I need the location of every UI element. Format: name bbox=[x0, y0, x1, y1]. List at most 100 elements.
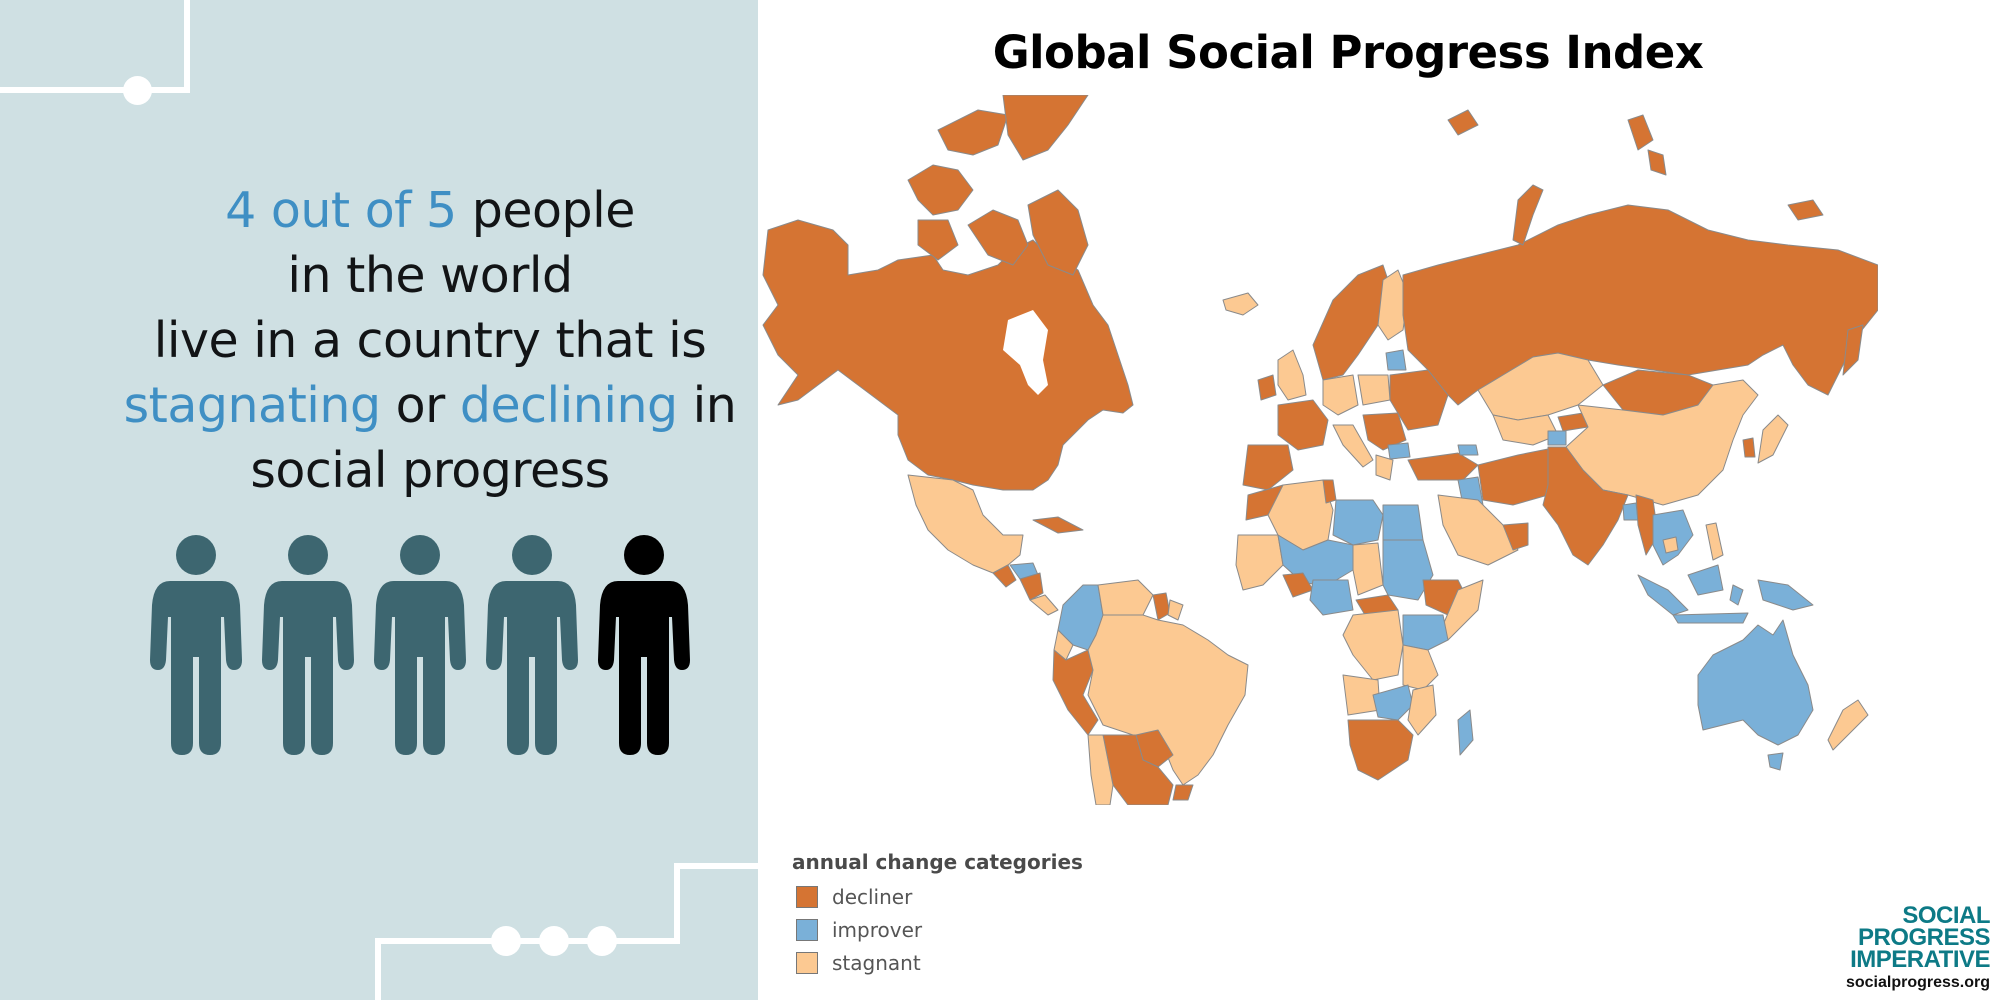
legend-label: decliner bbox=[832, 884, 913, 909]
region-tanzania bbox=[1402, 644, 1439, 691]
region-argentina bbox=[1102, 734, 1174, 805]
region-venezuela bbox=[1097, 579, 1154, 616]
decorative-line bbox=[375, 938, 680, 944]
region-baltics bbox=[1385, 349, 1407, 371]
region-indonesia bbox=[1637, 574, 1689, 616]
region-madagascar bbox=[1457, 709, 1474, 756]
region-tasmania bbox=[1767, 752, 1784, 771]
region-libya bbox=[1332, 499, 1384, 546]
infographic-panel: 4 out of 5 people in the world live in a… bbox=[0, 0, 758, 1000]
decorative-dot bbox=[491, 926, 521, 956]
region-greece bbox=[1375, 454, 1394, 481]
legend-label: improver bbox=[832, 917, 923, 942]
region-congo bbox=[1342, 609, 1404, 681]
region-bangladesh bbox=[1622, 502, 1639, 521]
headline-line-3: live in a country that is bbox=[153, 312, 707, 369]
region-arctic-islands bbox=[907, 164, 974, 216]
region-tajikistan bbox=[1547, 430, 1567, 446]
highlight-declining: declining bbox=[459, 377, 678, 434]
decorative-dot bbox=[123, 76, 152, 105]
region-ireland bbox=[1257, 374, 1277, 401]
headline-line-2: in the world bbox=[287, 247, 573, 304]
legend-item-stagnant: stagnant bbox=[792, 946, 1083, 979]
region-finland bbox=[1377, 269, 1409, 341]
map-legend: annual change categories decliner improv… bbox=[792, 850, 1083, 979]
region-nigeria bbox=[1309, 579, 1354, 616]
logo-line-progress: PROGRESS bbox=[1857, 924, 1991, 951]
map-title: Global Social Progress Index bbox=[992, 26, 1704, 79]
person-icon bbox=[150, 535, 242, 755]
region-sudan bbox=[1382, 539, 1434, 601]
region-papua-new-guinea bbox=[1757, 579, 1814, 611]
region-chile bbox=[1087, 734, 1114, 805]
region-cuba bbox=[1032, 516, 1084, 534]
region-brazil bbox=[1087, 614, 1249, 786]
region-germany bbox=[1322, 374, 1359, 416]
map-panel: Global Social Progress Index bbox=[758, 0, 2000, 1000]
region-chad bbox=[1352, 542, 1384, 596]
world-map bbox=[762, 95, 1878, 805]
highlight-stagnating: stagnating bbox=[123, 377, 381, 434]
headline-text-in: in bbox=[677, 377, 737, 434]
headline-line-4: stagnating or declining in bbox=[0, 373, 758, 438]
region-saudi-arabia bbox=[1437, 494, 1519, 566]
legend-item-improver: improver bbox=[792, 913, 1083, 946]
logo-line-social: SOCIAL bbox=[1902, 902, 1990, 929]
region-france bbox=[1277, 399, 1329, 451]
region-iberia bbox=[1242, 444, 1294, 491]
region-iceland bbox=[1222, 292, 1259, 316]
headline-line-5: social progress bbox=[250, 442, 610, 499]
legend-label: stagnant bbox=[832, 950, 921, 975]
region-mozambique bbox=[1407, 684, 1437, 736]
region-south-korea bbox=[1742, 437, 1756, 458]
decorative-dot bbox=[539, 926, 569, 956]
headline-text-or: or bbox=[380, 377, 460, 434]
person-icon bbox=[374, 535, 466, 755]
decorative-line bbox=[674, 863, 680, 944]
region-somalia bbox=[1442, 579, 1484, 641]
region-peru bbox=[1052, 649, 1099, 736]
region-uk bbox=[1277, 349, 1307, 401]
region-uruguay bbox=[1172, 784, 1194, 801]
region-zambia bbox=[1372, 684, 1414, 721]
legend-swatch-decliner bbox=[796, 885, 818, 908]
legend-item-decliner: decliner bbox=[792, 880, 1083, 913]
people-icons-row bbox=[150, 535, 690, 755]
decorative-dot bbox=[587, 926, 617, 956]
region-guatemala bbox=[992, 564, 1017, 588]
headline-text-people: people bbox=[456, 182, 636, 239]
headline-line-1: 4 out of 5 people bbox=[0, 178, 758, 243]
legend-title: annual change categories bbox=[792, 850, 1083, 874]
logo-line-imperative: IMPERATIVE bbox=[1850, 946, 1990, 973]
decorative-line bbox=[674, 863, 758, 869]
region-oman bbox=[1502, 522, 1529, 551]
legend-swatch-improver bbox=[796, 918, 818, 941]
decorative-line bbox=[184, 0, 190, 93]
region-southern-africa bbox=[1347, 719, 1414, 781]
region-australia bbox=[1697, 619, 1814, 746]
region-philippines bbox=[1705, 522, 1724, 561]
region-west-africa bbox=[1235, 534, 1284, 591]
highlight-4-out-of-5: 4 out of 5 bbox=[225, 182, 457, 239]
region-kenya-uganda bbox=[1402, 614, 1449, 651]
region-mexico bbox=[907, 474, 1024, 574]
region-egypt bbox=[1382, 504, 1424, 541]
region-cambodia bbox=[1662, 536, 1679, 554]
person-icon bbox=[486, 535, 578, 755]
decorative-line bbox=[0, 87, 190, 93]
region-pakistan-india bbox=[1542, 446, 1629, 566]
person-icon bbox=[262, 535, 354, 755]
region-new-zealand bbox=[1827, 699, 1869, 751]
region-nicaragua bbox=[1019, 572, 1044, 601]
region-georgia bbox=[1457, 444, 1479, 456]
region-poland bbox=[1357, 374, 1391, 406]
logo-url: socialprogress.org bbox=[1845, 974, 1990, 991]
person-icon-highlighted bbox=[598, 535, 690, 755]
region-italy bbox=[1332, 424, 1374, 468]
region-japan bbox=[1757, 414, 1789, 464]
decorative-line bbox=[375, 938, 381, 1000]
region-bulgaria bbox=[1387, 442, 1411, 460]
legend-swatch-stagnant bbox=[796, 951, 818, 974]
headline-text: 4 out of 5 people in the world live in a… bbox=[0, 178, 758, 503]
hudson-bay bbox=[1003, 310, 1048, 395]
